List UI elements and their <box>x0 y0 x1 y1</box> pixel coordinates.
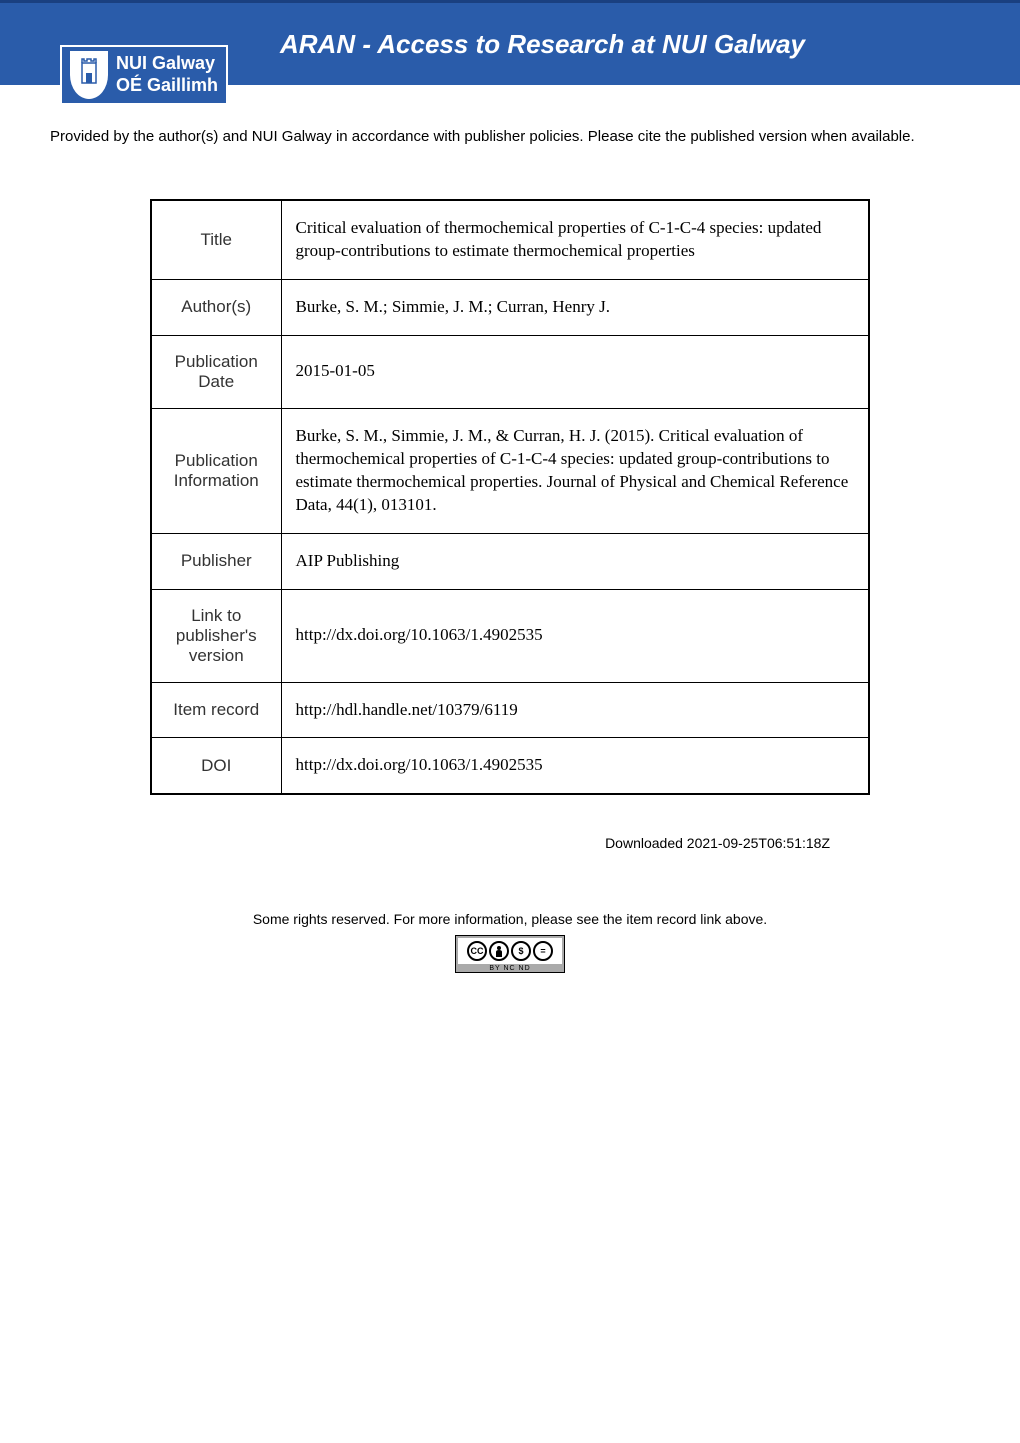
download-timestamp: Downloaded 2021-09-25T06:51:18Z <box>50 835 830 851</box>
banner-title: ARAN - Access to Research at NUI Galway <box>280 29 805 60</box>
nd-icon: = <box>533 941 553 961</box>
doi-value: http://dx.doi.org/10.1063/1.4902535 <box>281 738 869 794</box>
page-content: Provided by the author(s) and NUI Galway… <box>0 85 1020 1013</box>
link-label: Link to publisher's version <box>151 589 281 682</box>
table-row-link: Link to publisher's version http://dx.do… <box>151 589 869 682</box>
rights-text: Some rights reserved. For more informati… <box>50 911 970 927</box>
logo-text: NUI Galway OÉ Gaillimh <box>116 53 218 96</box>
institution-logo: NUI Galway OÉ Gaillimh <box>60 45 228 105</box>
table-row-title: Title Critical evaluation of thermochemi… <box>151 200 869 279</box>
table-row-doi: DOI http://dx.doi.org/10.1063/1.4902535 <box>151 738 869 794</box>
table-row-publisher: Publisher AIP Publishing <box>151 533 869 589</box>
itemrecord-value: http://hdl.handle.net/10379/6119 <box>281 682 869 738</box>
crest-icon <box>70 51 108 99</box>
publisher-label: Publisher <box>151 533 281 589</box>
pubdate-value: 2015-01-05 <box>281 335 869 408</box>
doi-label: DOI <box>151 738 281 794</box>
pubinfo-label: Publication Information <box>151 408 281 533</box>
nc-icon: $ <box>511 941 531 961</box>
publisher-value: AIP Publishing <box>281 533 869 589</box>
pubinfo-value: Burke, S. M., Simmie, J. M., & Curran, H… <box>281 408 869 533</box>
table-row-pubdate: Publication Date 2015-01-05 <box>151 335 869 408</box>
title-value: Critical evaluation of thermochemical pr… <box>281 200 869 279</box>
itemrecord-label: Item record <box>151 682 281 738</box>
table-row-pubinfo: Publication Information Burke, S. M., Si… <box>151 408 869 533</box>
cc-badge-icons: CC $ = <box>458 938 562 964</box>
metadata-table: Title Critical evaluation of thermochemi… <box>150 199 870 795</box>
title-label: Title <box>151 200 281 279</box>
authors-label: Author(s) <box>151 279 281 335</box>
pubdate-label: Publication Date <box>151 335 281 408</box>
table-row-authors: Author(s) Burke, S. M.; Simmie, J. M.; C… <box>151 279 869 335</box>
logo-line1: NUI Galway <box>116 53 218 75</box>
link-value: http://dx.doi.org/10.1063/1.4902535 <box>281 589 869 682</box>
authors-value: Burke, S. M.; Simmie, J. M.; Curran, Hen… <box>281 279 869 335</box>
intro-text: Provided by the author(s) and NUI Galway… <box>50 125 970 149</box>
cc-sub-text: BY NC ND <box>458 965 562 972</box>
cc-icon: CC <box>467 941 487 961</box>
cc-license-badge: CC $ = BY NC ND <box>455 935 565 973</box>
table-row-itemrecord: Item record http://hdl.handle.net/10379/… <box>151 682 869 738</box>
by-icon <box>489 941 509 961</box>
logo-line2: OÉ Gaillimh <box>116 75 218 97</box>
